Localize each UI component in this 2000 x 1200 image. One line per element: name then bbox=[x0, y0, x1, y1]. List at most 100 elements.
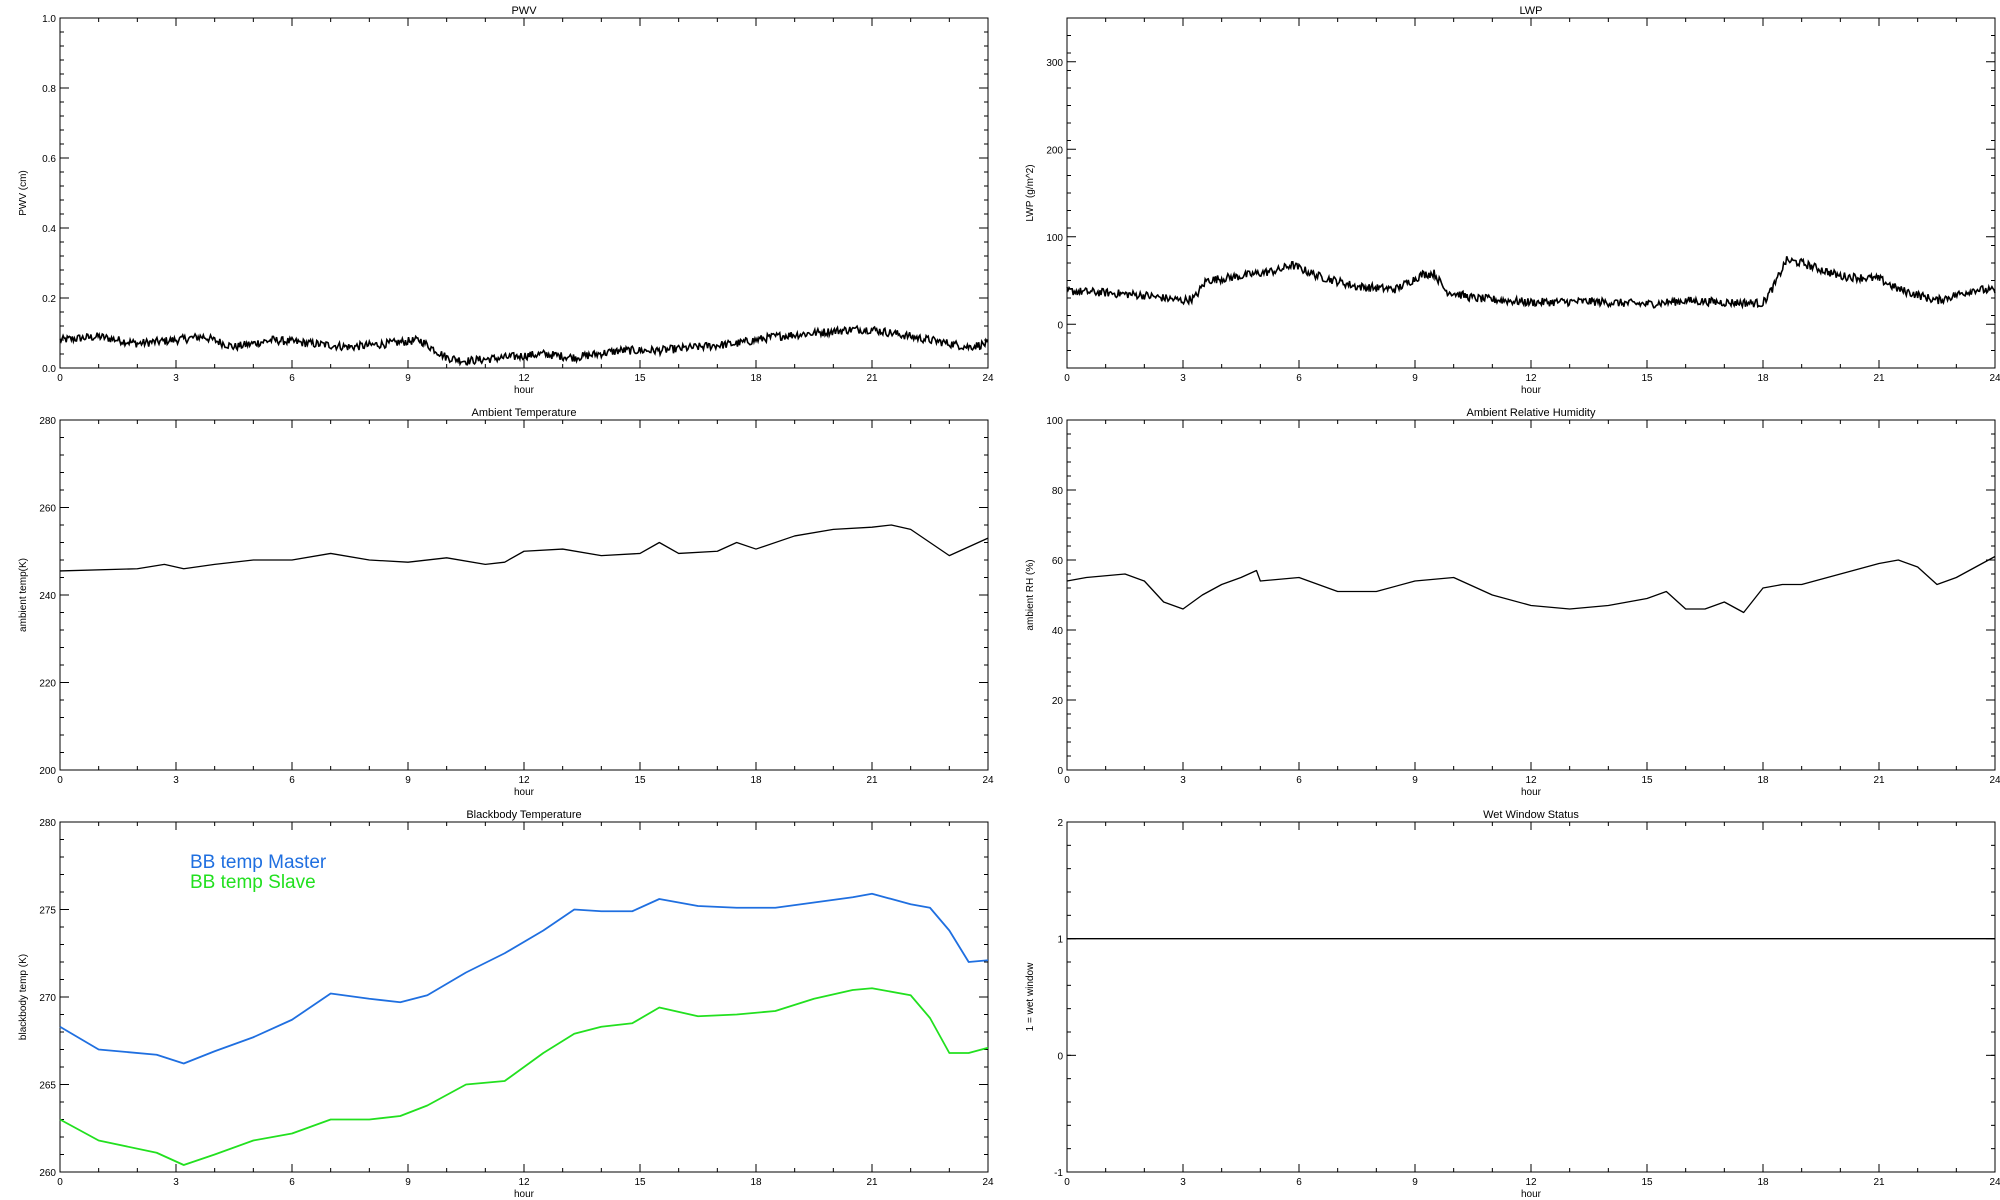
y-axis-label: ambient temp(K) bbox=[18, 558, 29, 632]
chart-panel-1: PWV hour PWV (cm) 0 3 6 9 12 15 18 21 24 0.0 0.2 0.4 0.… bbox=[18, 5, 994, 396]
y-tick-label: 100 bbox=[1046, 233, 1063, 244]
plot-frame bbox=[59, 17, 989, 369]
x-tick-label: 15 bbox=[1641, 373, 1653, 384]
x-tick-label: 12 bbox=[1525, 1177, 1537, 1188]
x-tick-label: 24 bbox=[982, 775, 994, 786]
y-tick-label: 100 bbox=[1046, 416, 1063, 427]
x-tick-label: 18 bbox=[750, 775, 762, 786]
y-tick-label: 60 bbox=[1052, 556, 1064, 567]
y-tick-label: 275 bbox=[39, 906, 56, 917]
x-tick-label: 12 bbox=[518, 775, 530, 786]
x-tick-label: 0 bbox=[1064, 373, 1070, 384]
y-tick-label: 200 bbox=[1046, 145, 1063, 156]
x-tick-label: 0 bbox=[1064, 1177, 1070, 1188]
x-tick-label: 6 bbox=[1296, 1177, 1302, 1188]
x-tick-label: 9 bbox=[405, 1177, 411, 1188]
series-line bbox=[1066, 555, 1996, 614]
y-tick-label: 220 bbox=[39, 679, 56, 690]
x-tick-label: 3 bbox=[173, 775, 179, 786]
y-tick-label: 265 bbox=[39, 1081, 56, 1092]
y-tick-label: 0.8 bbox=[42, 84, 56, 95]
x-tick-label: 21 bbox=[1873, 373, 1885, 384]
chart-panel-6: Wet Window Status hour 1 = wet window 0 3 6 9 1… bbox=[1025, 809, 2000, 1200]
x-tick-label: 3 bbox=[1180, 1177, 1186, 1188]
x-axis-label: hour bbox=[514, 385, 535, 396]
x-tick-label: 3 bbox=[173, 1177, 179, 1188]
x-tick-label: 21 bbox=[866, 775, 878, 786]
chart-panel-4: Ambient Relative Humidity hour ambient RH … bbox=[1025, 407, 2000, 798]
x-tick-label: 24 bbox=[1989, 1177, 2000, 1188]
y-tick-label: 80 bbox=[1052, 486, 1064, 497]
y-tick-label: 280 bbox=[39, 818, 56, 829]
y-tick-label: 2 bbox=[1057, 818, 1063, 829]
x-tick-label: 21 bbox=[1873, 1177, 1885, 1188]
chart-panel-5: Blackbody Temperature hour blackbody temp … bbox=[18, 809, 994, 1200]
chart-title: LWP bbox=[1519, 5, 1542, 17]
y-tick-label: 1 bbox=[1057, 935, 1063, 946]
x-tick-label: 9 bbox=[405, 373, 411, 384]
legend-entry: BB temp Master bbox=[190, 852, 327, 873]
x-axis-label: hour bbox=[1521, 1189, 1542, 1200]
x-tick-label: 15 bbox=[1641, 1177, 1653, 1188]
x-tick-label: 9 bbox=[405, 775, 411, 786]
x-tick-label: 18 bbox=[750, 373, 762, 384]
chart-title: PWV bbox=[511, 5, 537, 17]
y-tick-label: 0.2 bbox=[42, 294, 56, 305]
x-tick-label: 15 bbox=[634, 775, 646, 786]
x-tick-label: 12 bbox=[1525, 775, 1537, 786]
chart-title: Wet Window Status bbox=[1483, 809, 1579, 821]
y-tick-label: 240 bbox=[39, 591, 56, 602]
x-tick-label: 12 bbox=[1525, 373, 1537, 384]
y-tick-label: 200 bbox=[39, 766, 56, 777]
x-tick-label: 9 bbox=[1412, 775, 1418, 786]
x-tick-label: 18 bbox=[1757, 373, 1769, 384]
y-tick-label: 0.6 bbox=[42, 154, 56, 165]
x-tick-label: 9 bbox=[1412, 373, 1418, 384]
x-axis-label: hour bbox=[1521, 385, 1542, 396]
x-tick-label: 12 bbox=[518, 1177, 530, 1188]
y-tick-label: 280 bbox=[39, 416, 56, 427]
y-tick-label: 40 bbox=[1052, 626, 1064, 637]
y-tick-label: -1 bbox=[1054, 1168, 1063, 1179]
x-tick-label: 6 bbox=[1296, 373, 1302, 384]
chart-panel-3: Ambient Temperature hour ambient temp(K) 0 3… bbox=[18, 407, 994, 798]
legend-entry: BB temp Slave bbox=[190, 872, 316, 893]
y-tick-label: 1.0 bbox=[42, 14, 56, 25]
x-tick-label: 15 bbox=[634, 373, 646, 384]
x-tick-label: 6 bbox=[289, 775, 295, 786]
y-axis-label: ambient RH (%) bbox=[1025, 559, 1036, 630]
series-line bbox=[59, 324, 989, 367]
chart-title: Ambient Relative Humidity bbox=[1467, 407, 1596, 419]
x-tick-label: 0 bbox=[57, 775, 63, 786]
plot-frame bbox=[1066, 821, 1996, 1173]
x-tick-label: 24 bbox=[1989, 373, 2000, 384]
x-tick-label: 3 bbox=[1180, 373, 1186, 384]
x-tick-label: 15 bbox=[1641, 775, 1653, 786]
x-tick-label: 6 bbox=[289, 373, 295, 384]
x-tick-label: 24 bbox=[1989, 775, 2000, 786]
x-tick-label: 3 bbox=[173, 373, 179, 384]
y-tick-label: 0.4 bbox=[42, 224, 56, 235]
y-tick-label: 0.0 bbox=[42, 364, 56, 375]
chart-panel-2: LWP hour LWP (g/m^2) 0 3 6 9 12 15 18 21 24 0 100 200 3… bbox=[1025, 5, 2000, 396]
chart-title: Blackbody Temperature bbox=[466, 809, 581, 821]
y-tick-label: 20 bbox=[1052, 696, 1064, 707]
series-line bbox=[59, 524, 989, 572]
x-tick-label: 18 bbox=[750, 1177, 762, 1188]
y-tick-label: 260 bbox=[39, 504, 56, 515]
x-axis-label: hour bbox=[1521, 787, 1542, 798]
plot-frame bbox=[59, 419, 989, 771]
x-tick-label: 21 bbox=[866, 373, 878, 384]
x-tick-label: 24 bbox=[982, 373, 994, 384]
x-tick-label: 0 bbox=[57, 373, 63, 384]
x-axis-label: hour bbox=[514, 1189, 535, 1200]
y-tick-label: 0 bbox=[1057, 320, 1063, 331]
x-tick-label: 15 bbox=[634, 1177, 646, 1188]
x-tick-label: 0 bbox=[57, 1177, 63, 1188]
x-tick-label: 24 bbox=[982, 1177, 994, 1188]
x-axis-label: hour bbox=[514, 787, 535, 798]
series-line bbox=[1066, 256, 1996, 310]
chart-title: Ambient Temperature bbox=[472, 407, 577, 419]
x-tick-label: 12 bbox=[518, 373, 530, 384]
y-tick-label: 0 bbox=[1057, 766, 1063, 777]
